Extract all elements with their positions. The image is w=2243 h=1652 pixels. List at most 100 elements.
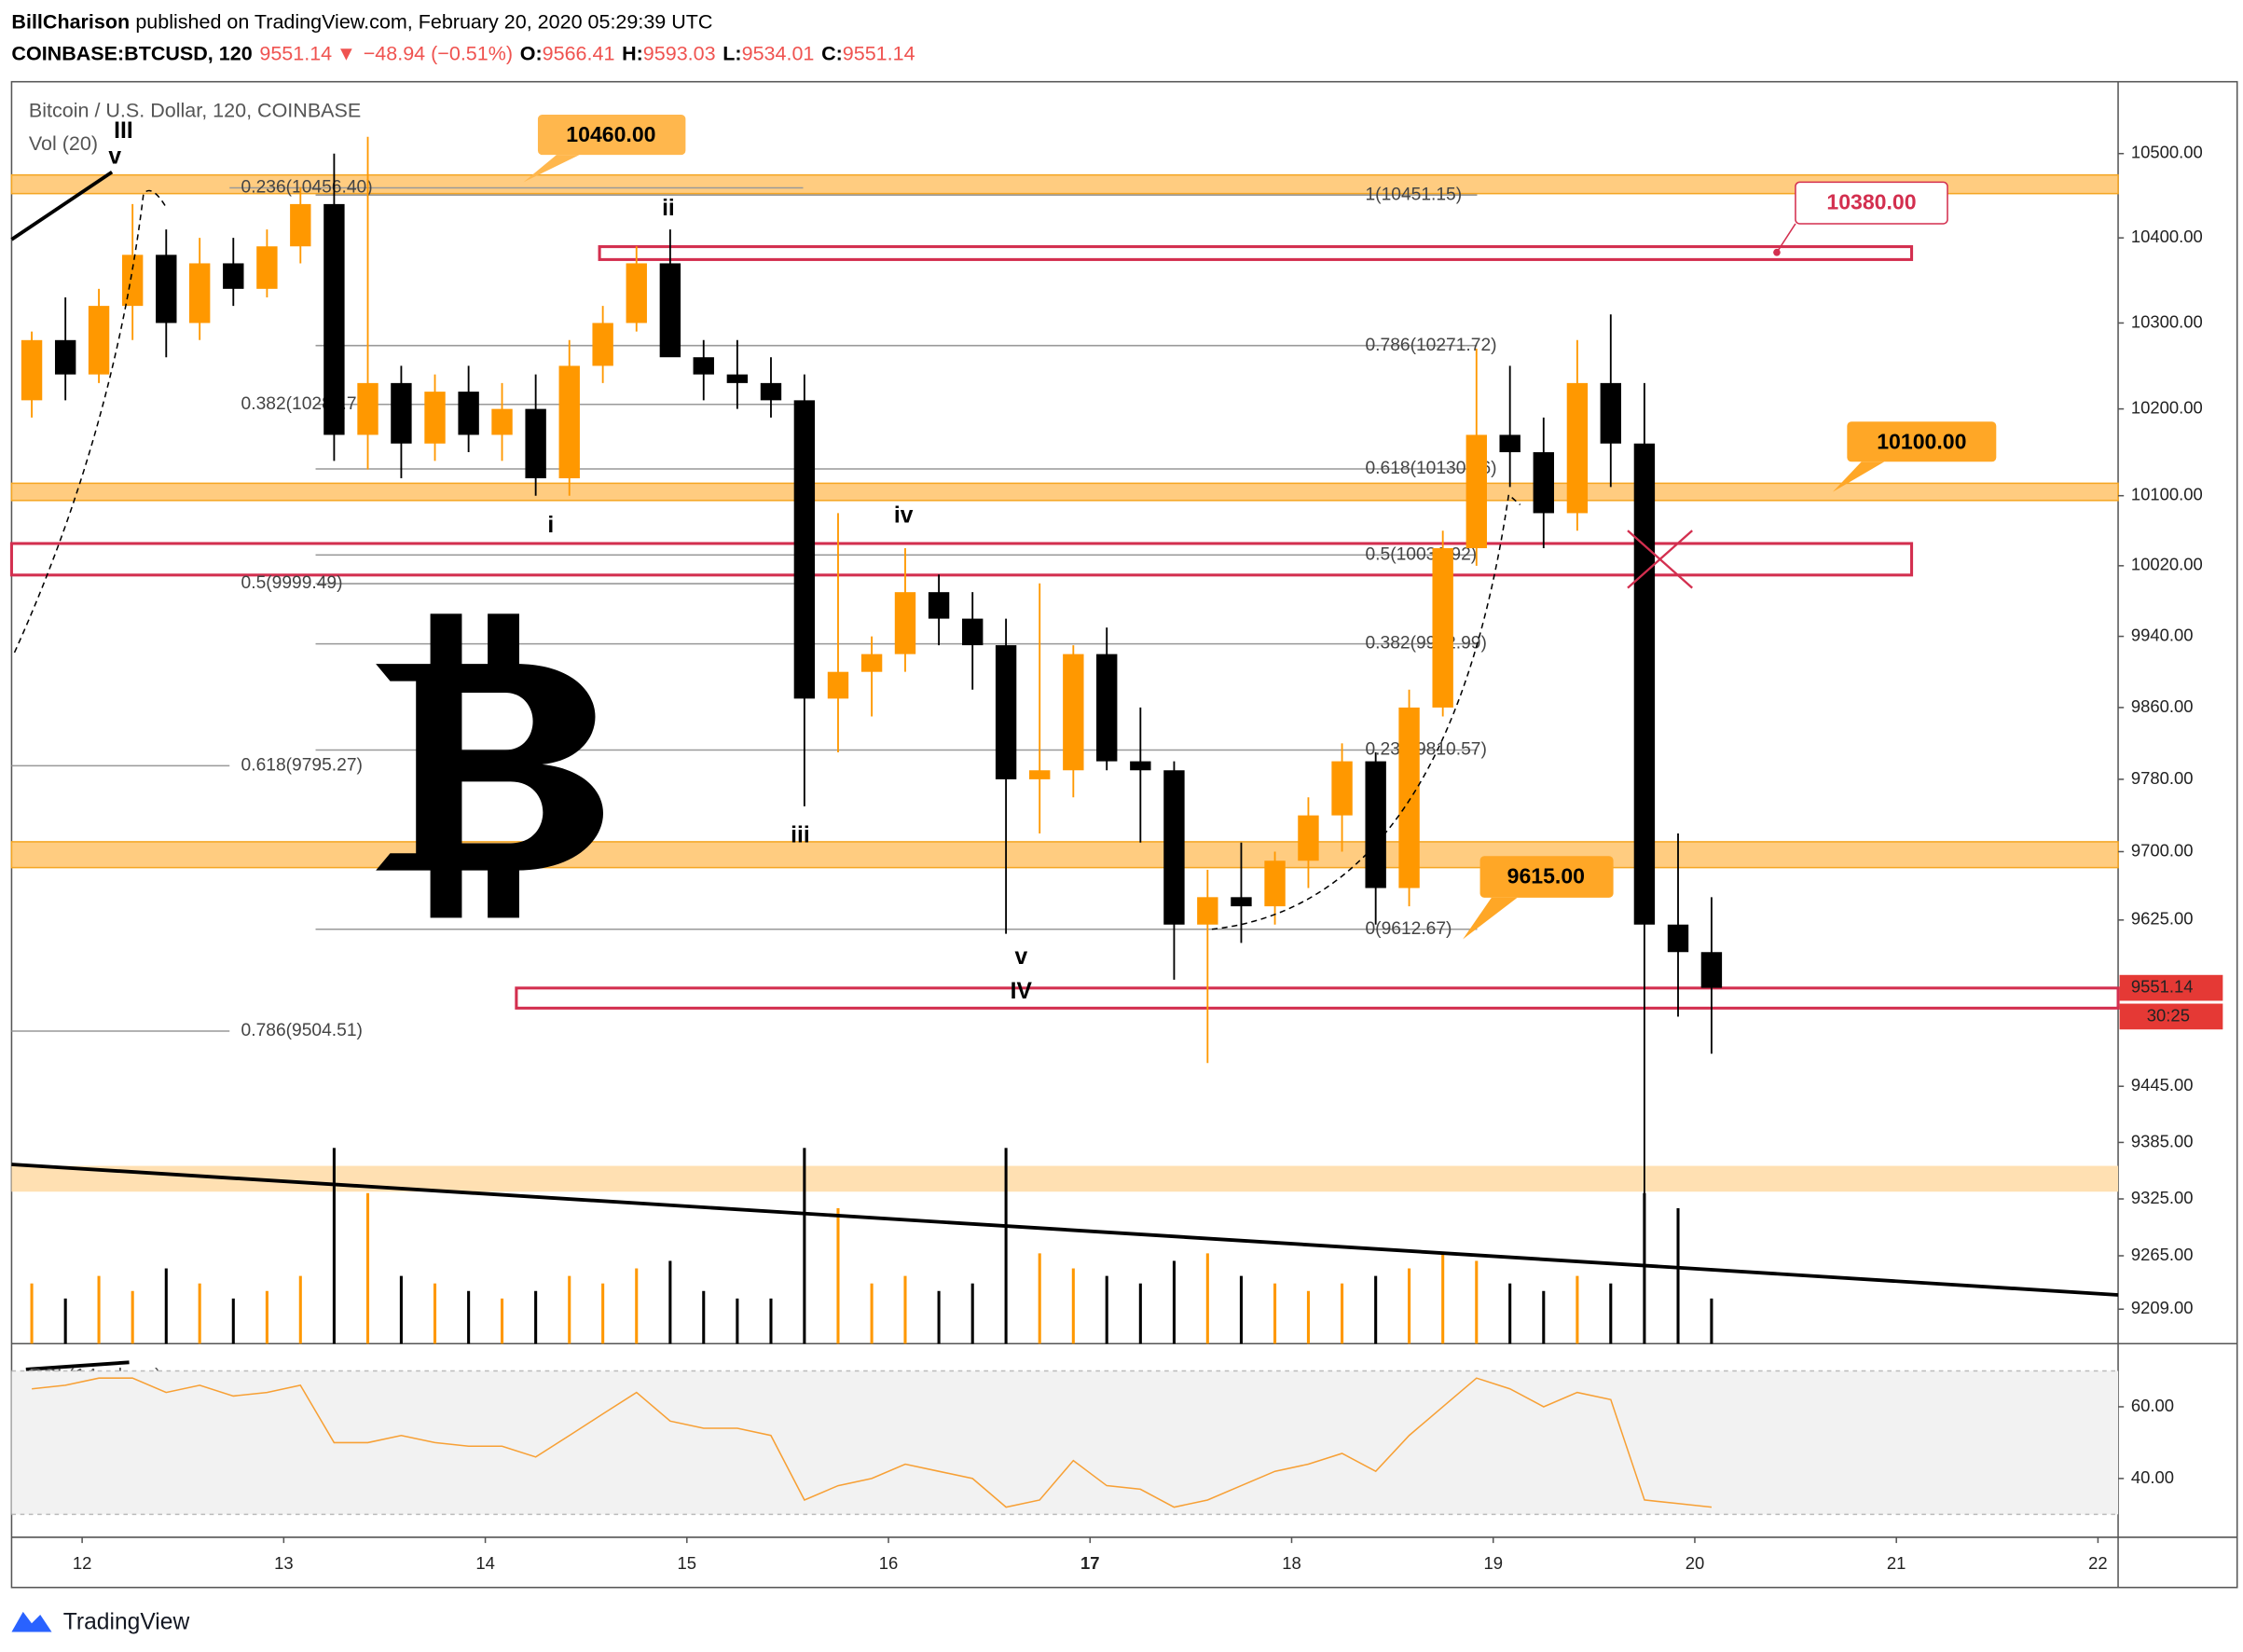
volume-bar — [399, 1275, 403, 1344]
candle-body — [156, 255, 177, 324]
volume-bar — [1105, 1275, 1108, 1344]
y-tick-label: 10300.00 — [2131, 311, 2203, 331]
volume-bar — [231, 1298, 235, 1344]
arrow: ▼ — [337, 42, 356, 64]
candle-body — [1398, 707, 1420, 888]
c: 9551.14 — [843, 42, 915, 64]
wave-label: v — [108, 145, 121, 170]
footer-text: TradingView — [63, 1610, 190, 1635]
volume-bar — [433, 1283, 437, 1344]
l-label: L: — [722, 42, 741, 64]
wave-label: i — [547, 513, 554, 538]
volume-bar — [298, 1275, 302, 1344]
volume-bar — [601, 1283, 605, 1344]
candle-body — [290, 203, 311, 247]
change: −48.94 (−0.51%) — [364, 42, 513, 64]
wave-label: iii — [791, 822, 810, 847]
candle-body — [21, 339, 43, 401]
rsi-tick-label: 60.00 — [2131, 1396, 2174, 1415]
volume-bar — [1341, 1283, 1344, 1344]
h-label: H: — [622, 42, 643, 64]
candle-body — [1466, 434, 1487, 549]
volume-bar — [870, 1283, 874, 1344]
volume-bar — [1038, 1253, 1041, 1344]
x-tick-label: 22 — [2088, 1553, 2108, 1573]
rsi-tick-label: 40.00 — [2131, 1467, 2174, 1487]
x-tick-label: 14 — [475, 1553, 495, 1573]
callout-text: 10380.00 — [1826, 190, 1916, 214]
candle-body — [1298, 815, 1319, 861]
fib-label: 0.236(9810.57) — [1365, 740, 1486, 760]
x-tick-label: 21 — [1887, 1553, 1906, 1573]
logo-bar — [430, 613, 462, 671]
candle-body — [1432, 548, 1453, 708]
trend-line — [10, 170, 114, 241]
y-tick-label: 9700.00 — [2131, 840, 2194, 860]
volume-legend: Vol (20) — [29, 132, 98, 155]
fib-labels: 0.236(10456.40) 0.382(10283.71) 0.5(9999… — [241, 178, 1497, 1040]
y-tick-label: 9780.00 — [2131, 768, 2194, 788]
trend-line — [11, 1163, 2119, 1297]
x-tick-label: 20 — [1686, 1553, 1705, 1573]
volume-bar — [365, 1192, 370, 1344]
candle-body — [592, 323, 613, 366]
red-x — [1627, 530, 1693, 589]
x-tick-label: 17 — [1080, 1553, 1100, 1573]
candle-body — [827, 671, 849, 699]
l: 9534.01 — [742, 42, 815, 64]
candle-body — [1063, 654, 1084, 771]
candle-body — [1163, 770, 1185, 925]
candle-body — [357, 382, 378, 435]
candle-body — [1365, 761, 1386, 888]
zone — [10, 841, 2119, 869]
fib-label: 0.236(10456.40) — [241, 178, 373, 198]
o: 9566.41 — [543, 42, 615, 64]
volume-bar — [1239, 1275, 1243, 1344]
y-tick-label: 10100.00 — [2131, 485, 2203, 504]
wave-label: III — [114, 118, 133, 144]
candle-body — [1633, 443, 1656, 925]
candle-body — [1667, 924, 1689, 953]
y-tick-label: 10200.00 — [2131, 397, 2203, 417]
last-price-tag — [2119, 974, 2223, 1001]
candle-body — [1499, 434, 1521, 453]
candle-body — [1029, 770, 1051, 779]
o-label: O: — [520, 42, 543, 64]
bitcoin-logo — [376, 664, 604, 871]
candle-body — [223, 263, 244, 289]
volume-bar — [534, 1290, 538, 1344]
x-tick-label: 15 — [678, 1553, 697, 1573]
volume-bar — [702, 1290, 706, 1344]
zone — [10, 173, 2119, 195]
callout-box — [1479, 856, 1614, 898]
y-tick-label: 10020.00 — [2131, 555, 2203, 574]
fib-label: 0.618(10130.86) — [1365, 459, 1496, 478]
volume-bar — [164, 1268, 168, 1344]
x-tick-label: 13 — [274, 1553, 294, 1573]
volume-bar — [769, 1298, 773, 1344]
candle-body — [760, 382, 782, 401]
callout-dot — [1773, 248, 1781, 256]
volume-bar — [131, 1290, 134, 1344]
fib-label: 0.5(9999.49) — [241, 573, 343, 593]
candle-body — [693, 357, 714, 375]
volume-bar — [1508, 1283, 1512, 1344]
callout-pointer — [1463, 897, 1518, 940]
symbol-line: COINBASE:BTCUSD, 120 9551.14 ▼ −48.94 (−0.5… — [11, 42, 915, 64]
volume-bar — [803, 1148, 806, 1344]
x-tick-label: 16 — [879, 1553, 899, 1573]
trend-line — [25, 1360, 130, 1371]
candle-body — [391, 382, 412, 444]
volume-bar — [1475, 1260, 1479, 1344]
x-tick-label: 12 — [73, 1553, 92, 1573]
y-tick-label: 9625.00 — [2131, 909, 2194, 929]
wave-label: iv — [894, 502, 914, 528]
volume-bar — [198, 1283, 201, 1344]
red-box — [515, 986, 2120, 1010]
candle-body — [1197, 897, 1218, 925]
candle-body — [1700, 952, 1723, 988]
candle-body — [894, 592, 916, 654]
callout-box — [1847, 421, 1997, 462]
candle-body — [1130, 761, 1151, 771]
footer: TradingView — [11, 1610, 189, 1635]
